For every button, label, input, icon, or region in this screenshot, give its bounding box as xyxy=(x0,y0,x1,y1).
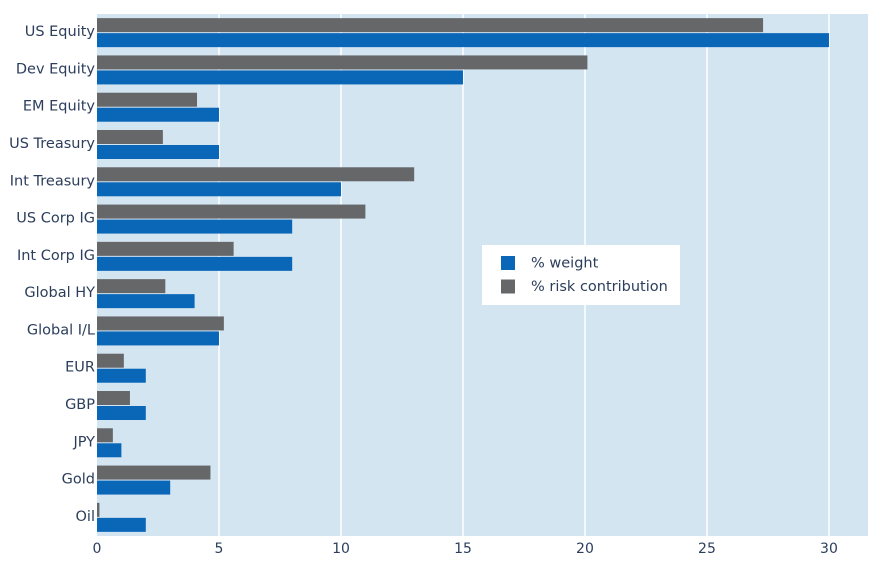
bar-weight-int-treasury[interactable] xyxy=(97,182,341,197)
bar-weight-us-treasury[interactable] xyxy=(97,145,219,159)
y-tick-label-us-corp-ig: US Corp IG xyxy=(16,211,95,227)
bar-weight-eur[interactable] xyxy=(97,368,146,383)
y-tick-label-gold: Gold xyxy=(62,472,95,488)
legend-box xyxy=(482,245,680,305)
bar-risk-jpy[interactable] xyxy=(97,428,113,443)
bar-risk-int-corp-ig[interactable] xyxy=(97,241,234,256)
bar-weight-dev-equity[interactable] xyxy=(97,70,463,85)
bar-risk-us-equity[interactable] xyxy=(97,18,764,33)
y-tick-label-global-i-l: Global I/L xyxy=(27,322,95,338)
y-tick-label-int-corp-ig: Int Corp IG xyxy=(17,248,95,264)
legend-swatch-weight[interactable] xyxy=(501,256,515,270)
bar-weight-us-equity[interactable] xyxy=(97,33,829,48)
bar-weight-us-corp-ig[interactable] xyxy=(97,219,293,234)
y-tick-label-us-treasury: US Treasury xyxy=(9,136,95,152)
legend-swatch-risk[interactable] xyxy=(501,279,515,294)
bar-weight-gold[interactable] xyxy=(97,480,171,495)
bar-weight-jpy[interactable] xyxy=(97,443,122,458)
x-tick-label-10: 10 xyxy=(332,541,350,557)
y-tick-label-em-equity: EM Equity xyxy=(23,99,96,115)
x-tick-label-0: 0 xyxy=(93,541,102,557)
bar-risk-gbp[interactable] xyxy=(97,391,130,405)
bar-risk-us-corp-ig[interactable] xyxy=(97,204,366,219)
bar-risk-gold[interactable] xyxy=(97,465,211,480)
y-tick-label-int-treasury: Int Treasury xyxy=(10,173,96,189)
bar-risk-global-hy[interactable] xyxy=(97,279,166,294)
bar-weight-global-hy[interactable] xyxy=(97,294,195,309)
bar-weight-int-corp-ig[interactable] xyxy=(97,256,293,271)
bar-risk-oil[interactable] xyxy=(97,502,100,517)
y-tick-label-us-equity: US Equity xyxy=(25,24,96,40)
bar-risk-eur[interactable] xyxy=(97,353,124,368)
y-tick-label-oil: Oil xyxy=(76,509,95,525)
x-tick-label-20: 20 xyxy=(576,541,594,557)
legend-label-risk[interactable]: % risk contribution xyxy=(531,279,668,295)
bar-weight-oil[interactable] xyxy=(97,517,146,532)
y-tick-label-dev-equity: Dev Equity xyxy=(16,61,96,77)
y-tick-label-gbp: GBP xyxy=(65,397,95,413)
x-tick-label-30: 30 xyxy=(820,541,838,557)
bar-weight-global-i-l[interactable] xyxy=(97,331,219,346)
bar-risk-em-equity[interactable] xyxy=(97,92,198,107)
legend[interactable]: % weight % risk contribution xyxy=(482,245,680,305)
y-tick-label-global-hy: Global HY xyxy=(24,285,95,301)
x-axis: 0 5 10 15 20 25 30 xyxy=(93,541,838,557)
bar-risk-dev-equity[interactable] xyxy=(97,55,588,70)
y-axis: US Equity Dev Equity EM Equity US Treasury I… xyxy=(9,24,95,525)
y-tick-label-eur: EUR xyxy=(65,360,95,376)
bars xyxy=(97,18,829,532)
bar-risk-int-treasury[interactable] xyxy=(97,167,415,182)
y-tick-label-jpy: JPY xyxy=(72,434,95,450)
x-tick-label-15: 15 xyxy=(454,541,472,557)
x-tick-label-5: 5 xyxy=(215,541,224,557)
bar-weight-gbp[interactable] xyxy=(97,406,146,420)
legend-label-weight[interactable]: % weight xyxy=(531,256,599,272)
x-tick-label-25: 25 xyxy=(698,541,716,557)
bar-risk-us-treasury[interactable] xyxy=(97,130,163,144)
bar-risk-global-i-l[interactable] xyxy=(97,316,224,331)
bar-weight-em-equity[interactable] xyxy=(97,107,219,122)
